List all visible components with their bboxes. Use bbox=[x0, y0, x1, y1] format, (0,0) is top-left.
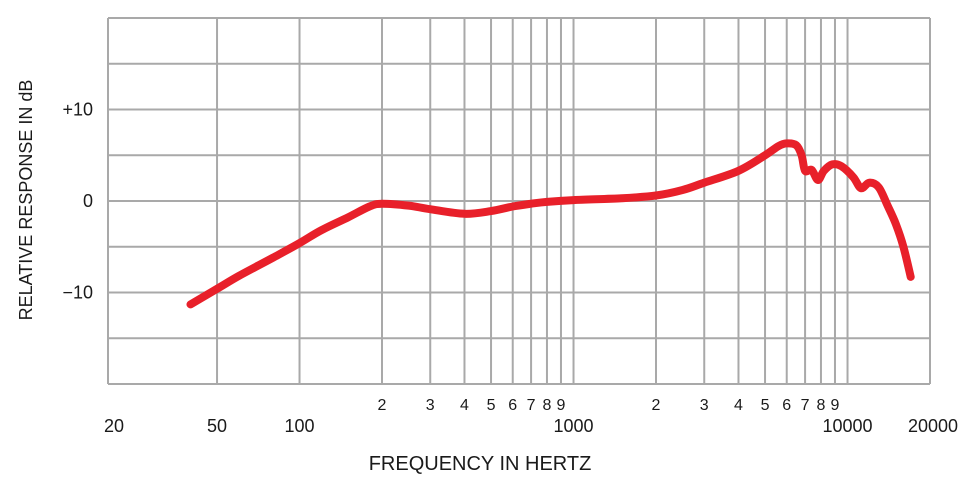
x-tick-label-major: 1000 bbox=[553, 416, 593, 436]
series-layer bbox=[186, 139, 915, 309]
x-tick-label-minor: 6 bbox=[508, 397, 517, 414]
x-tick-label-minor: 5 bbox=[761, 397, 770, 414]
x-tick-label-minor: 4 bbox=[460, 397, 469, 414]
x-tick-label-minor: 9 bbox=[831, 397, 840, 414]
grid bbox=[107, 17, 931, 385]
x-tick-label-minor: 8 bbox=[817, 397, 826, 414]
y-tick-label: +10 bbox=[62, 100, 93, 120]
x-tick-label-major: 20 bbox=[104, 416, 124, 436]
x-tick-label-minor: 9 bbox=[557, 397, 566, 414]
x-tick-label-major: 10000 bbox=[822, 416, 872, 436]
x-tick-label-major: 100 bbox=[284, 416, 314, 436]
x-tick-label-major: 50 bbox=[207, 416, 227, 436]
y-tick-label: 0 bbox=[83, 191, 93, 211]
y-tick-label: −10 bbox=[62, 283, 93, 303]
response-curve bbox=[186, 139, 915, 309]
x-tick-label-minor: 6 bbox=[782, 397, 791, 414]
x-axis-title: FREQUENCY IN HERTZ bbox=[369, 453, 592, 475]
x-tick-label-minor: 5 bbox=[487, 397, 496, 414]
x-tick-label-minor: 4 bbox=[734, 397, 743, 414]
y-axis-title: RELATIVE RESPONSE IN dB bbox=[16, 80, 36, 321]
x-tick-label-major: 20000 bbox=[908, 416, 958, 436]
x-tick-label-minor: 2 bbox=[652, 397, 661, 414]
x-tick-label-minor: 3 bbox=[426, 397, 435, 414]
x-tick-label-minor: 7 bbox=[527, 397, 536, 414]
x-tick-label-minor: 2 bbox=[378, 397, 387, 414]
x-tick-label-minor: 7 bbox=[801, 397, 810, 414]
x-tick-label-minor: 3 bbox=[700, 397, 709, 414]
x-tick-label-minor: 8 bbox=[543, 397, 552, 414]
